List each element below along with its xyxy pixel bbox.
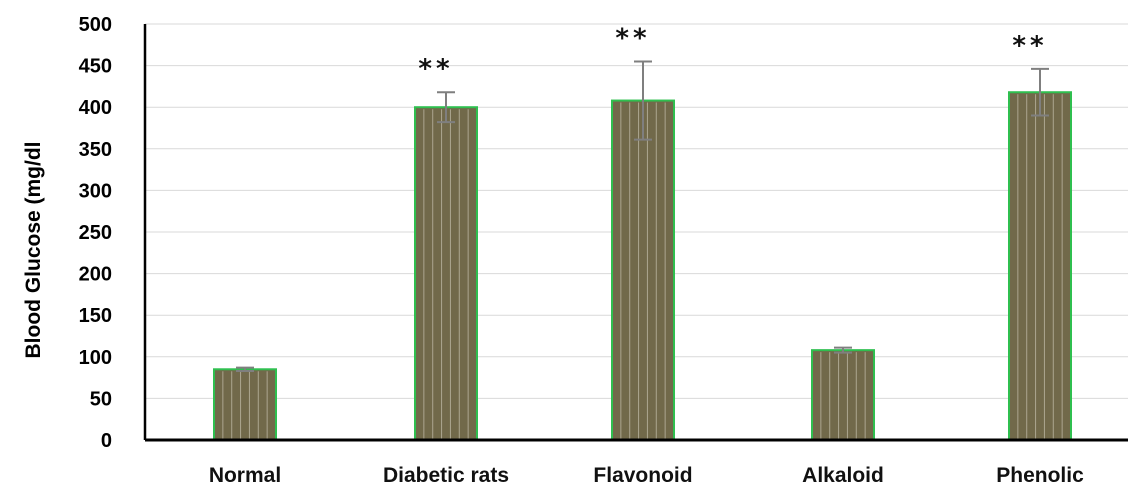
significance-marker-phenolic: ** <box>1012 31 1047 61</box>
bars <box>213 91 1072 442</box>
y-tick-label-50: 50 <box>90 388 112 410</box>
error-bars <box>236 60 1049 372</box>
y-tick-label-150: 150 <box>79 305 112 327</box>
y-tick-label-500: 500 <box>79 14 112 36</box>
significance-marker-diabetic-rats: ** <box>418 54 453 84</box>
y-tick-label-350: 350 <box>79 139 112 161</box>
x-category-label-phenolic: Phenolic <box>996 464 1084 486</box>
y-tick-label-300: 300 <box>79 180 112 202</box>
x-category-label-diabetic-rats: Diabetic rats <box>383 464 509 486</box>
y-tick-label-400: 400 <box>79 97 112 119</box>
y-tick-label-250: 250 <box>79 222 112 244</box>
significance-markers: ** ** ** <box>418 23 1047 84</box>
y-tick-label-450: 450 <box>79 56 112 78</box>
significance-marker-flavonoid: ** <box>615 23 650 53</box>
y-tick-labels: 0 50 100 150 200 250 300 350 400 450 500 <box>79 14 112 452</box>
bar-flavonoid <box>611 99 675 441</box>
bar-phenolic <box>1008 91 1072 441</box>
y-axis-title: Blood Glucose (mg/dl <box>22 141 45 358</box>
y-tick-label-200: 200 <box>79 264 112 286</box>
x-category-label-flavonoid: Flavonoid <box>593 464 692 486</box>
x-category-labels: Normal Diabetic rats Flavonoid Alkaloid Phen… <box>209 464 1084 486</box>
y-tick-label-100: 100 <box>79 347 112 369</box>
x-category-label-alkaloid: Alkaloid <box>802 464 884 486</box>
x-category-label-normal: Normal <box>209 464 281 486</box>
y-tick-label-0: 0 <box>101 430 112 452</box>
